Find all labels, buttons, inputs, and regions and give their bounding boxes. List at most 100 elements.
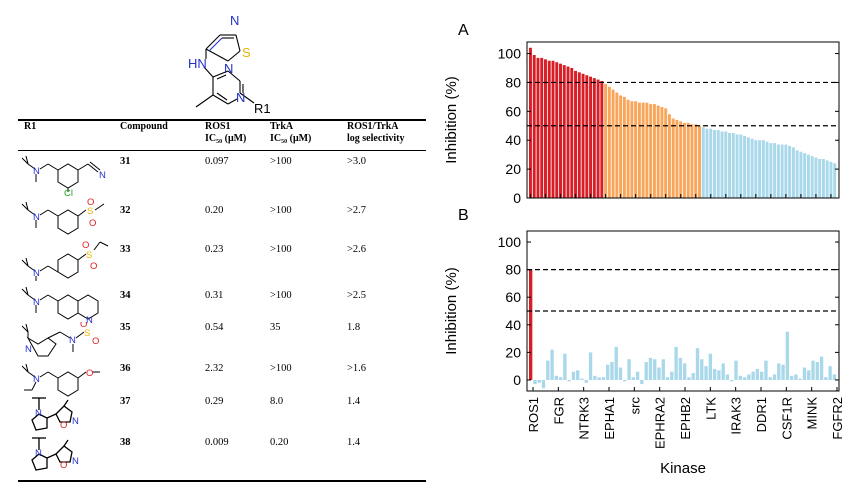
chart-panel-a: 0 20 40 60 80 100 Inhibition (%) <box>443 41 840 206</box>
atom-label: N <box>25 344 32 355</box>
trka-ic50: >100 <box>270 290 292 301</box>
bar <box>615 92 619 198</box>
x-tick-label: FGR <box>551 397 566 424</box>
bar <box>765 141 769 198</box>
bar <box>768 377 772 380</box>
header-line: IC₅₀ (μM) <box>205 133 247 144</box>
bar <box>645 102 649 198</box>
bar <box>641 102 645 198</box>
atom-label: S <box>84 328 90 339</box>
atom-label: HN <box>188 56 207 71</box>
r-group-structure-36: N O <box>21 363 100 397</box>
chart-panel-b: 0 20 40 60 80 100 Inhibition (%) ROS1 FGR NTRK3 EP… <box>443 230 845 477</box>
r-group-structure-34: N N <box>21 286 99 323</box>
bar <box>596 79 600 198</box>
compound-number: 36 <box>120 363 131 374</box>
bar <box>780 144 784 198</box>
sar-table-panel: N S HN N N R1 R1 Compound ROS1 IC₅₀ (μM)… <box>18 13 426 482</box>
bar <box>610 362 614 380</box>
compound-number: 32 <box>120 205 131 216</box>
y-tick-label: 60 <box>505 103 521 119</box>
log-selectivity: >3.0 <box>347 156 367 167</box>
bar <box>815 362 819 380</box>
bar <box>606 364 610 380</box>
bar <box>758 140 762 198</box>
bar <box>789 375 794 380</box>
y-axis-label: Inhibition (%) <box>443 76 460 164</box>
atom-label: N <box>72 416 79 427</box>
x-tick-label: LTK <box>703 397 718 420</box>
bar <box>622 96 626 198</box>
bar <box>720 131 724 198</box>
bar <box>667 114 671 198</box>
atom-label: O <box>80 322 87 330</box>
bar <box>563 353 567 380</box>
bar <box>829 161 833 198</box>
atom-label: N <box>69 335 76 346</box>
bar <box>776 144 780 198</box>
bar <box>546 360 550 380</box>
bar <box>725 374 730 380</box>
y-tick-label: 20 <box>505 161 521 177</box>
bar <box>761 140 765 198</box>
bar <box>709 128 713 198</box>
bar <box>600 81 604 198</box>
atom-label: O <box>92 336 99 347</box>
compound-number: 35 <box>120 322 131 333</box>
bar <box>661 359 665 380</box>
bar <box>760 371 764 380</box>
bar <box>819 356 824 380</box>
bar <box>562 65 566 198</box>
bar <box>670 371 674 380</box>
header-log-selectivity: ROS1/TrkA log selectivity <box>347 121 404 145</box>
atom-label: O <box>60 460 67 471</box>
bar <box>571 371 576 380</box>
log-selectivity: >1.6 <box>347 363 367 374</box>
trka-ic50: 8.0 <box>270 396 284 407</box>
atom-label: O <box>89 218 96 229</box>
x-tick-label: ROS1 <box>526 397 541 432</box>
bar <box>773 143 777 198</box>
bar <box>785 331 790 380</box>
bar <box>738 375 742 380</box>
bar <box>648 357 653 380</box>
bar <box>634 101 638 198</box>
ros1-ic50: 0.29 <box>205 396 224 407</box>
r-group-structure-38: N O N <box>31 437 79 471</box>
bar <box>584 379 588 383</box>
bar <box>755 368 760 380</box>
bar <box>833 163 837 198</box>
bar <box>742 377 747 380</box>
r-group-structure-33: N S O O <box>21 240 109 281</box>
atom-label: S <box>87 206 93 217</box>
header-line: log selectivity <box>347 133 405 144</box>
y-tick-label: 60 <box>505 289 521 305</box>
bar <box>537 379 541 383</box>
bar <box>724 131 728 198</box>
bar <box>750 138 754 198</box>
atom-label: N <box>33 166 40 177</box>
bar <box>746 137 750 198</box>
panel-label-b: B <box>458 207 469 224</box>
atom-label: N <box>72 456 79 467</box>
header-ros1-ic50: ROS1 IC₅₀ (μM) <box>205 121 246 145</box>
y-tick-label: 0 <box>513 190 521 206</box>
atom-label: O <box>60 420 67 431</box>
trka-ic50: >100 <box>270 156 292 167</box>
bar <box>691 373 695 380</box>
bar <box>721 363 725 380</box>
bar <box>611 89 615 198</box>
header-compound: Compound <box>120 121 168 132</box>
bar <box>597 377 601 380</box>
bar <box>601 377 606 380</box>
ros1-ic50: 0.009 <box>205 437 229 448</box>
x-tick-label: EPHB2 <box>678 397 693 440</box>
bar <box>630 101 634 198</box>
bar <box>566 66 570 198</box>
bar <box>825 160 829 198</box>
table-top-rule <box>18 119 426 121</box>
bar <box>567 379 571 382</box>
r-group-structure-37: N O N <box>31 397 79 431</box>
bar <box>577 72 581 198</box>
r-group-structure-31: N Cl N <box>21 155 106 196</box>
